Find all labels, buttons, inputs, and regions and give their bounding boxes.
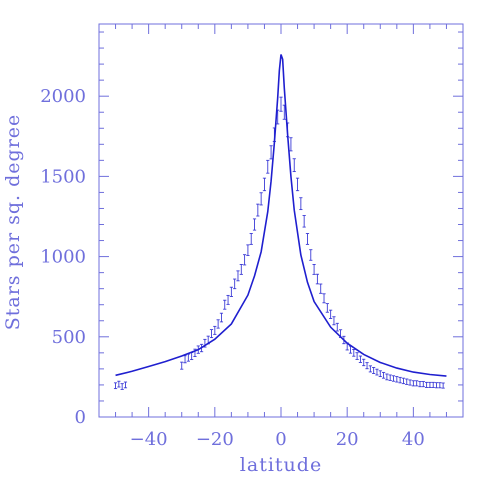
data-point bbox=[292, 158, 296, 173]
data-point bbox=[236, 270, 240, 282]
data-point bbox=[411, 380, 415, 387]
data-point bbox=[372, 366, 376, 374]
data-point bbox=[358, 355, 363, 363]
data-point bbox=[375, 368, 379, 376]
data-point bbox=[252, 218, 257, 231]
data-point bbox=[243, 254, 247, 266]
data-point bbox=[259, 192, 263, 206]
plot-frame bbox=[98, 23, 464, 418]
data-point bbox=[401, 377, 406, 385]
data-point bbox=[309, 249, 313, 261]
data-point bbox=[312, 264, 316, 275]
data-point bbox=[279, 96, 283, 112]
data-point bbox=[269, 145, 273, 160]
data-point bbox=[428, 381, 432, 388]
data-point bbox=[186, 353, 190, 362]
data-point bbox=[262, 177, 267, 192]
data-point bbox=[418, 381, 422, 388]
data-point bbox=[226, 294, 230, 305]
data-point bbox=[180, 361, 184, 370]
data-point bbox=[216, 319, 220, 329]
data-point bbox=[385, 373, 389, 381]
data-point bbox=[355, 352, 359, 360]
y-tick-label: 0 bbox=[75, 407, 86, 428]
data-point bbox=[408, 379, 412, 386]
data-point bbox=[352, 349, 356, 357]
data-point bbox=[395, 376, 399, 383]
data-point bbox=[123, 381, 128, 389]
axis-tick-labels: −40 −20 0 20 40 0 500 1000 1500 2000 bbox=[40, 86, 425, 450]
y-tick-label: 1000 bbox=[40, 247, 86, 268]
data-point bbox=[249, 233, 253, 245]
data-point bbox=[398, 376, 402, 384]
data-point bbox=[368, 365, 372, 373]
data-point bbox=[434, 382, 439, 389]
y-tick-label: 1500 bbox=[40, 166, 86, 187]
data-point bbox=[256, 203, 260, 217]
data-point bbox=[213, 325, 217, 335]
data-point bbox=[246, 244, 250, 256]
data-point bbox=[325, 303, 329, 313]
data-point bbox=[421, 381, 425, 388]
data-point bbox=[315, 273, 319, 285]
data-point bbox=[305, 233, 310, 245]
data-point bbox=[299, 197, 303, 211]
data-point bbox=[438, 382, 442, 389]
x-tick-label: 40 bbox=[402, 429, 425, 450]
data-point bbox=[239, 264, 243, 275]
data-point bbox=[425, 381, 429, 388]
x-tick-label: −40 bbox=[130, 429, 168, 450]
data-point bbox=[319, 283, 323, 294]
data-point bbox=[209, 329, 214, 339]
x-tick-label: 20 bbox=[336, 429, 359, 450]
data-point bbox=[391, 375, 396, 382]
data-point bbox=[223, 299, 227, 310]
axis-ticks bbox=[98, 24, 464, 418]
data-point bbox=[233, 278, 237, 290]
data-point bbox=[289, 137, 293, 152]
data-point bbox=[120, 383, 124, 390]
data-point bbox=[332, 316, 336, 326]
data-point bbox=[183, 355, 187, 364]
data-point bbox=[365, 362, 369, 370]
data-point bbox=[415, 380, 419, 387]
data-point bbox=[229, 286, 233, 297]
data-point bbox=[335, 322, 339, 332]
y-tick-label: 500 bbox=[52, 327, 86, 348]
data-point bbox=[378, 370, 382, 378]
data-point bbox=[388, 374, 392, 381]
data-point bbox=[431, 381, 435, 388]
x-axis-label: latitude bbox=[240, 454, 322, 476]
data-point bbox=[381, 371, 386, 379]
y-tick-label: 2000 bbox=[40, 86, 86, 107]
x-tick-label: −20 bbox=[196, 429, 234, 450]
data-point bbox=[117, 380, 121, 388]
data-point bbox=[405, 378, 409, 385]
data-point bbox=[113, 382, 118, 390]
data-point bbox=[441, 382, 445, 389]
model-curve bbox=[115, 54, 447, 377]
data-point bbox=[322, 293, 326, 304]
data-point bbox=[295, 177, 300, 192]
data-point bbox=[266, 159, 270, 174]
data-point bbox=[190, 352, 194, 361]
y-axis-label: Stars per sq. degree bbox=[2, 114, 24, 331]
data-point bbox=[329, 309, 333, 319]
data-errorbars bbox=[113, 96, 445, 390]
data-point bbox=[219, 312, 224, 323]
x-tick-label: 0 bbox=[275, 429, 286, 450]
data-point bbox=[362, 358, 366, 367]
data-point bbox=[302, 215, 306, 228]
